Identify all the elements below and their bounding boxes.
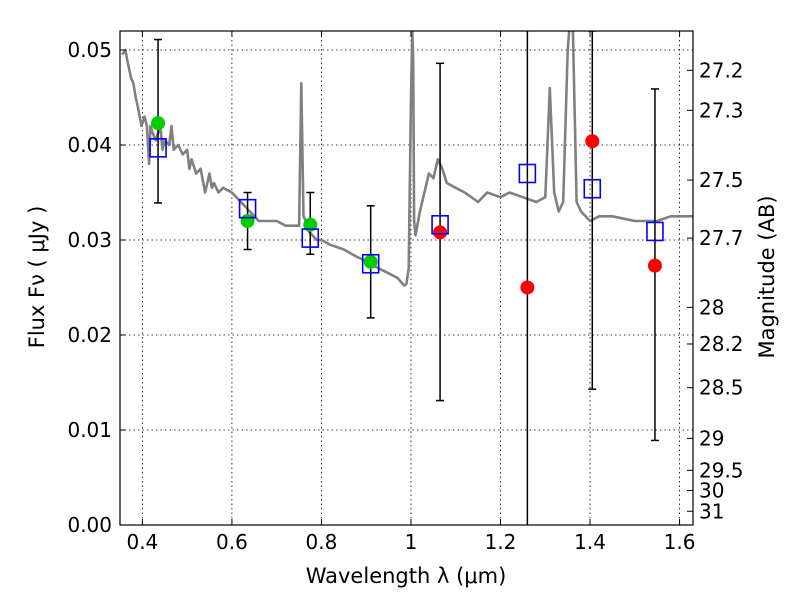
x-tick-label: 1.6: [664, 530, 696, 554]
plot-area: [121, 31, 693, 525]
y-tick-label: 0.00: [67, 513, 112, 537]
axes: 0.4 0.6 0.8 1 1.2 1.4 1.6 0.00 0.01 0.02 0.03 0.04 0…: [67, 30, 744, 554]
model-square: [238, 198, 257, 219]
nondetection-point: [647, 258, 662, 273]
right-tick-label: 28.2: [699, 332, 744, 356]
nondetection-point: [520, 280, 535, 295]
model-square: [518, 163, 537, 184]
detection-point: [240, 214, 255, 228]
right-tick-label: 27.3: [699, 98, 744, 122]
y-axis-title: Flux Fν ( μJy ): [25, 206, 49, 349]
right-tick-label: 27.2: [699, 58, 744, 82]
y-tick-label: 0.03: [67, 228, 112, 252]
right-tick-label: 29: [699, 426, 724, 450]
right-tick-label: 31: [699, 499, 724, 523]
x-tick-label: 0.4: [126, 530, 158, 554]
right-tick-label: 30: [699, 479, 724, 503]
x-axis-title: Wavelength λ (μm): [306, 564, 507, 588]
y-tick-label: 0.02: [67, 323, 112, 347]
model-square: [646, 221, 664, 242]
model-square: [583, 178, 602, 199]
y-tick-label: 0.04: [67, 133, 112, 157]
right-tick-label: 28: [699, 295, 724, 319]
model-square: [431, 215, 449, 235]
model-square: [301, 228, 320, 248]
spectrum-line: [121, 31, 693, 287]
plot-frame: [119, 30, 694, 526]
right-tick-label: 29.5: [699, 458, 744, 482]
nondetection-point: [585, 134, 600, 149]
detection-point: [151, 116, 166, 131]
x-tick-label: 1.4: [574, 530, 606, 554]
right-tick-label: 27.5: [699, 168, 744, 192]
detection-point: [303, 217, 318, 232]
detection-point: [363, 254, 378, 269]
model-square: [149, 138, 167, 158]
model-square: [361, 253, 380, 274]
x-tick-label: 1.2: [485, 530, 517, 554]
x-tick-label: 0.8: [306, 530, 338, 554]
right-tick-label: 27.7: [699, 226, 744, 250]
right-axis-title: Magnitude (AB): [755, 195, 779, 358]
x-tick-label: 1: [405, 530, 418, 554]
right-tick-label: 28.5: [699, 376, 744, 400]
y-tick-label: 0.05: [67, 38, 112, 62]
y-tick-label: 0.01: [67, 418, 112, 442]
x-tick-label: 0.6: [216, 530, 248, 554]
nondetection-point: [433, 225, 448, 240]
